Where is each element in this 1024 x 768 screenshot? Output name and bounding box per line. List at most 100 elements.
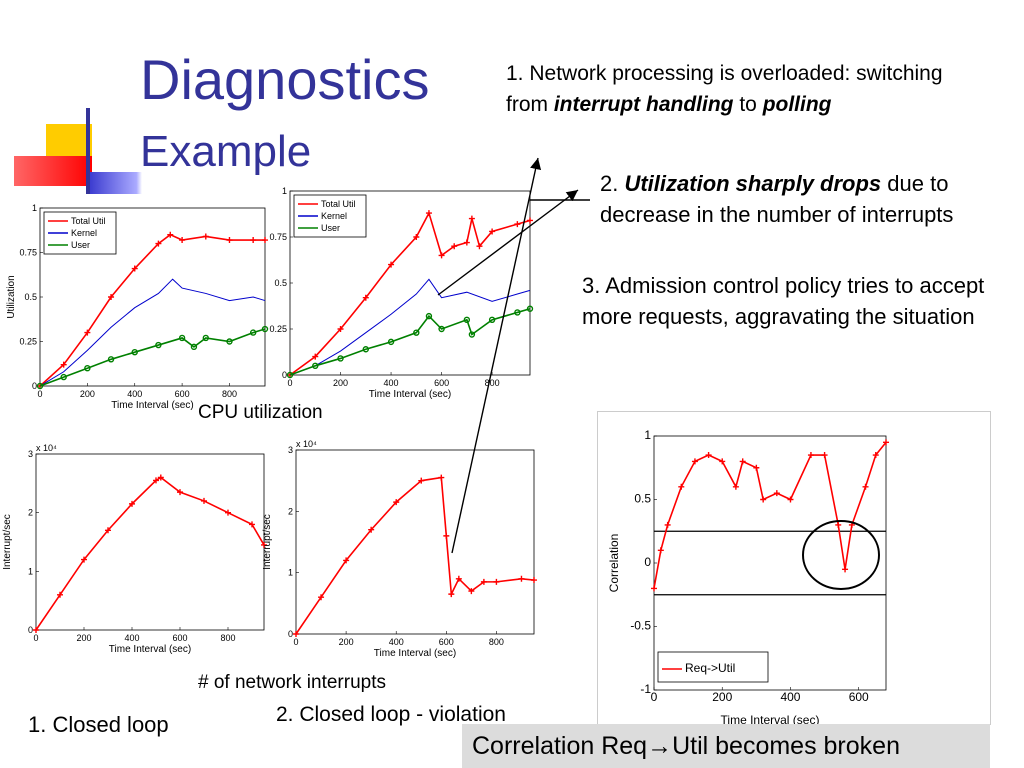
x-axis-label: Time Interval (sec): [374, 648, 456, 659]
data-point: [425, 312, 433, 320]
legend-label: Total Util: [71, 216, 106, 226]
chart-interrupts-closed-loop: 0 200 400 600 800 0 1 2 3 Time Interval (sec) Inte…: [0, 440, 275, 660]
legend-label: User: [71, 240, 90, 250]
y-tick-label: 1: [28, 566, 33, 576]
data-point: [249, 329, 257, 336]
data-point: [362, 294, 369, 301]
data-point: [468, 331, 476, 338]
data-point: [202, 233, 209, 240]
data-point: [514, 309, 521, 316]
x-axis-label: Time Interval (sec): [109, 644, 191, 655]
data-point: [451, 243, 458, 250]
x-axis-label: Time Interval (sec): [111, 400, 193, 411]
data-point: [155, 240, 162, 247]
data-point: [167, 231, 174, 238]
x-tick-label: 0: [287, 378, 292, 388]
data-point: [262, 237, 268, 244]
chart-cpu-closed-loop: 0 200 400 600 800 0 0.25 0.5 0.75 1 Time Interval …: [0, 200, 275, 420]
data-point: [177, 489, 183, 496]
data-point: [691, 458, 698, 465]
x-tick-label: 600: [849, 690, 869, 704]
page-title: Diagnostics: [140, 48, 430, 111]
y-tick-label: 3: [28, 449, 33, 459]
chart-interrupts-violation: 0 200 400 600 800 0 1 2 3 Time Interval (sec) Inte…: [262, 436, 545, 661]
data-point: [438, 325, 445, 333]
series-line: [289, 307, 531, 376]
data-point: [455, 575, 462, 582]
y-tick-label: 1: [32, 203, 37, 213]
data-point: [107, 356, 115, 363]
annotation-1-em2: polling: [762, 93, 832, 116]
data-point: [418, 477, 425, 484]
data-point: [719, 458, 726, 465]
data-point: [60, 361, 67, 368]
legend-label: Kernel: [71, 228, 97, 238]
x-tick-label: 200: [80, 389, 95, 399]
data-point: [190, 343, 198, 351]
y-tick-label: 0.5: [634, 492, 651, 506]
data-point: [468, 215, 475, 222]
data-point: [821, 452, 828, 459]
annotation-2: 2. Utilization sharply drops due to decr…: [600, 168, 1010, 230]
x-tick-label: 200: [333, 378, 348, 388]
y-axis-label: Interrupt/sec: [2, 514, 13, 570]
data-point: [760, 496, 767, 503]
data-point: [131, 348, 138, 356]
y-tick-label: 0: [282, 370, 287, 380]
annotation-2-em: Utilization sharply drops: [624, 171, 882, 196]
data-point: [202, 334, 209, 342]
data-point: [664, 521, 671, 528]
data-point: [226, 338, 233, 345]
data-point: [753, 464, 760, 471]
data-point: [413, 234, 420, 240]
x-tick-label: 200: [339, 637, 354, 647]
data-point: [468, 588, 475, 595]
x-tick-label: 400: [389, 637, 404, 647]
y-axis-label: Interrupt/sec: [262, 514, 273, 570]
y-tick-label: -1: [640, 682, 651, 696]
series-line: [35, 476, 265, 631]
annotation-1-text: 1. Network processing is overloaded: swi…: [506, 62, 943, 116]
y-tick-label: 1: [282, 186, 287, 196]
data-point: [368, 526, 375, 533]
data-point: [261, 325, 269, 333]
data-point: [105, 527, 111, 534]
x-tick-label: 400: [124, 633, 139, 643]
data-point: [179, 237, 186, 244]
data-point: [178, 334, 186, 342]
data-point: [443, 532, 450, 539]
data-point: [293, 631, 299, 637]
data-point: [337, 326, 344, 332]
x-tick-label: 400: [780, 690, 800, 704]
chart-correlation: 0 200 400 600 -1 -0.5 0 0.5 1 Time Interval (sec)…: [597, 411, 991, 727]
x-tick-label: 800: [220, 633, 235, 643]
data-point: [463, 316, 471, 324]
data-point: [651, 585, 657, 592]
data-point: [807, 452, 814, 459]
x-tick-label: 600: [172, 633, 187, 643]
data-point: [60, 373, 67, 381]
data-point: [476, 243, 483, 250]
data-point: [531, 577, 537, 584]
legend-label: Total Util: [321, 199, 356, 209]
data-point: [261, 541, 267, 548]
data-point: [249, 521, 255, 528]
data-point: [480, 578, 487, 585]
scale-label: x 10⁴: [296, 439, 317, 449]
x-tick-label: 600: [439, 637, 454, 647]
caption-cpu: CPU utilization: [198, 402, 323, 423]
data-point: [732, 483, 739, 490]
data-point: [862, 483, 869, 490]
arrow-drop-to-annotation-2: [437, 189, 579, 296]
caption-closed-loop: 1. Closed loop: [28, 712, 169, 737]
data-point: [514, 221, 521, 228]
y-tick-label: 1: [644, 428, 651, 442]
data-point: [705, 452, 712, 459]
x-tick-label: 400: [127, 389, 142, 399]
data-point: [343, 557, 350, 564]
data-point: [155, 341, 162, 349]
y-tick-label: 0.75: [19, 248, 37, 258]
page-subtitle: Example: [140, 127, 312, 176]
y-tick-label: 0.5: [274, 278, 287, 288]
x-tick-label: 0: [651, 690, 658, 704]
